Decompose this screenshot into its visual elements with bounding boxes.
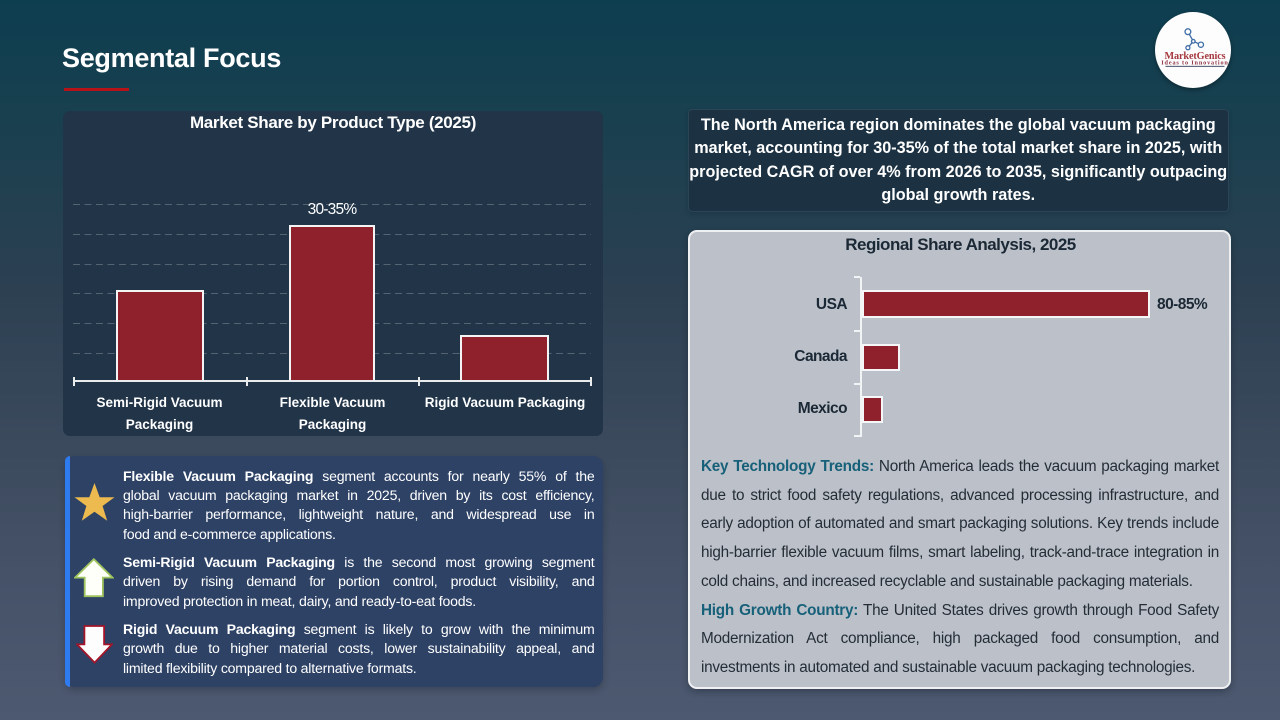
svg-text:Ideas to Innovation: Ideas to Innovation — [1161, 60, 1228, 67]
svg-text:MarketGenics: MarketGenics — [1164, 51, 1225, 62]
